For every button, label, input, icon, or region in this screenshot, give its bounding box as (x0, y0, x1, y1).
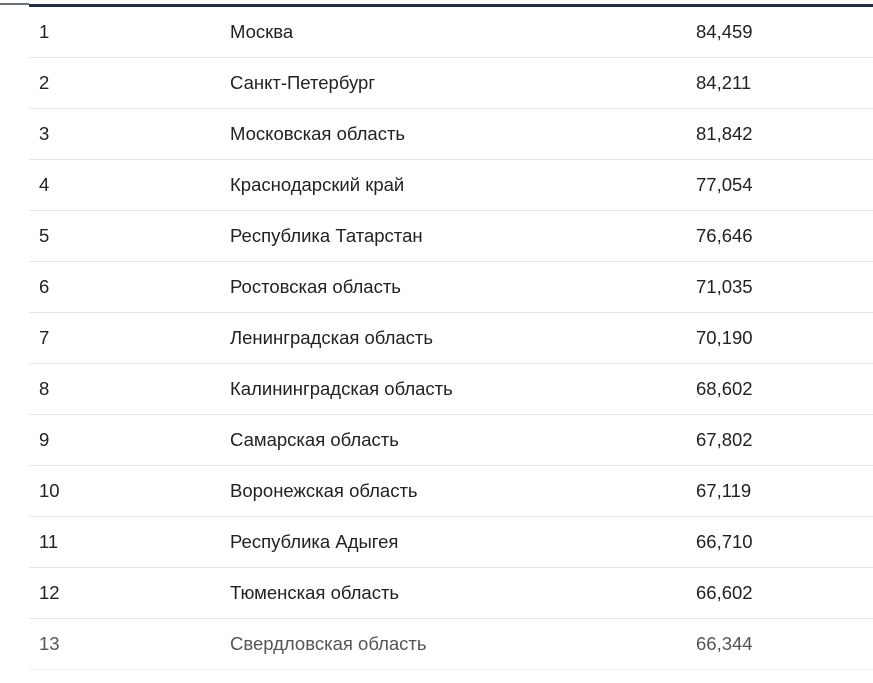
table-row: 4 Краснодарский край 77,054 (29, 160, 873, 211)
rank-cell: 9 (39, 429, 50, 450)
table-row: 5 Республика Татарстан 76,646 (29, 211, 873, 262)
table-row: 12 Тюменская область 66,602 (29, 568, 873, 619)
rank-cell: 3 (39, 123, 50, 144)
table-row: 10 Воронежская область 67,119 (29, 466, 873, 517)
rank-cell: 7 (39, 327, 50, 348)
region-cell: Республика Адыгея (230, 531, 399, 552)
rank-cell: 4 (39, 174, 50, 195)
rank-cell: 5 (39, 225, 50, 246)
value-cell: 76,646 (696, 225, 753, 246)
table-row: 11 Республика Адыгея 66,710 (29, 517, 873, 568)
region-cell: Свердловская область (230, 633, 427, 654)
value-cell: 84,459 (696, 21, 753, 42)
value-cell: 77,054 (696, 174, 753, 195)
value-cell: 71,035 (696, 276, 753, 297)
value-cell: 66,344 (696, 633, 753, 654)
value-cell: 67,802 (696, 429, 753, 450)
value-cell: 70,190 (696, 327, 753, 348)
region-cell: Воронежская область (230, 480, 418, 501)
region-cell: Калининградская область (230, 378, 453, 399)
rank-cell: 8 (39, 378, 50, 399)
table-row: 9 Самарская область 67,802 (29, 415, 873, 466)
rank-cell: 12 (39, 582, 60, 603)
value-cell: 68,602 (696, 378, 753, 399)
table-row: 3 Московская область 81,842 (29, 109, 873, 160)
table-row: 1 Москва 84,459 (29, 7, 873, 58)
table-row: 6 Ростовская область 71,035 (29, 262, 873, 313)
table-row: 13 Свердловская область 66,344 (29, 619, 873, 670)
region-cell: Санкт-Петербург (230, 72, 376, 93)
rank-cell: 1 (39, 21, 50, 42)
value-cell: 81,842 (696, 123, 753, 144)
region-cell: Самарская область (230, 429, 399, 450)
rank-cell: 10 (39, 480, 60, 501)
region-cell: Тюменская область (230, 582, 400, 603)
rank-cell: 13 (39, 633, 60, 654)
value-cell: 84,211 (696, 72, 752, 93)
region-cell: Ростовская область (230, 276, 401, 297)
table-row: 8 Калининградская область 68,602 (29, 364, 873, 415)
value-cell: 67,119 (696, 480, 752, 501)
table-row: 2 Санкт-Петербург 84,211 (29, 58, 873, 109)
top-rule-left (0, 3, 29, 5)
value-cell: 66,602 (696, 582, 753, 603)
region-cell: Москва (230, 21, 294, 42)
rank-cell: 6 (39, 276, 50, 297)
value-cell: 66,710 (696, 531, 753, 552)
region-cell: Республика Татарстан (230, 225, 423, 246)
region-cell: Краснодарский край (230, 174, 405, 195)
ranking-table: 1 Москва 84,459 2 Санкт-Петербург 84,211 3 Моск… (29, 7, 873, 670)
rank-cell: 11 (39, 531, 59, 552)
table-row: 7 Ленинградская область 70,190 (29, 313, 873, 364)
region-cell: Московская область (230, 123, 406, 144)
table-header-rule (29, 4, 873, 7)
rank-cell: 2 (39, 72, 50, 93)
region-cell: Ленинградская область (230, 327, 434, 348)
